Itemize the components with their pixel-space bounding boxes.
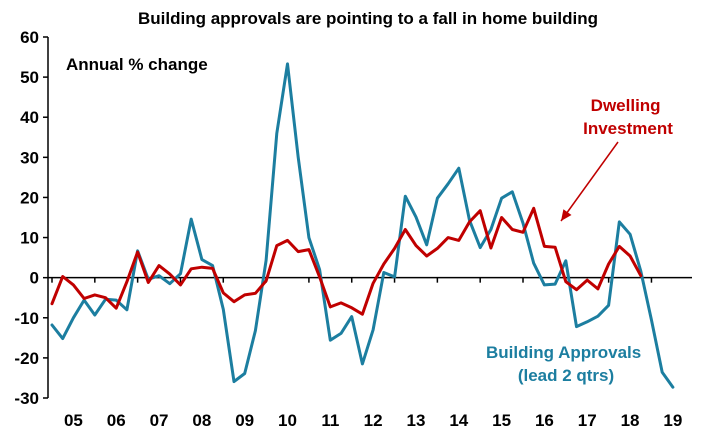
- x-tick-label: 07: [150, 411, 169, 430]
- y-tick-label: 10: [20, 229, 39, 248]
- y-tick-label: 50: [20, 68, 39, 87]
- y-tick-label: 60: [20, 28, 39, 47]
- x-tick-label: 19: [663, 411, 682, 430]
- chart-subtitle: Annual % change: [66, 55, 208, 74]
- y-tick-label: 40: [20, 108, 39, 127]
- x-tick-label: 13: [406, 411, 425, 430]
- y-axis: -30 -20 -10 0 10 20 30 40 50 60: [14, 28, 49, 408]
- chart-title: Building approvals are pointing to a fal…: [138, 9, 598, 28]
- x-tick-label: 12: [364, 411, 383, 430]
- y-tick-label: 20: [20, 188, 39, 207]
- x-tick-label: 11: [321, 411, 339, 430]
- y-tick-label: -10: [14, 309, 39, 328]
- series-label-building-approvals: Building Approvals (lead 2 qtrs): [486, 343, 646, 385]
- x-tick-label: 18: [621, 411, 640, 430]
- x-tick-label: 15: [492, 411, 511, 430]
- annotation-arrow: [560, 141, 619, 222]
- x-tick-label: 14: [449, 411, 468, 430]
- y-tick-label: 0: [30, 269, 39, 288]
- series-line-building-approvals: [50, 62, 675, 389]
- series-label-dwelling-line-1: Dwelling: [591, 96, 661, 115]
- series-line-dwelling-investment: [50, 206, 643, 316]
- x-tick-label: 05: [64, 411, 83, 430]
- series-label-dwelling-line-2: Investment: [583, 119, 673, 138]
- arrow-head: [561, 209, 572, 221]
- series-label-dwelling-investment: Dwelling Investment: [583, 96, 673, 138]
- arrow-shaft: [560, 141, 619, 222]
- x-tick-label: 06: [107, 411, 126, 430]
- x-tick-label: 09: [235, 411, 254, 430]
- y-tick-label: -30: [14, 389, 39, 408]
- series-layer: [50, 62, 675, 389]
- x-tick-label: 10: [278, 411, 297, 430]
- x-tick-label: 17: [578, 411, 597, 430]
- y-tick-label: 30: [20, 148, 39, 167]
- x-tick-label: 16: [535, 411, 554, 430]
- y-tick-label: -20: [14, 349, 39, 368]
- series-label-approvals-line-1: Building Approvals: [486, 343, 641, 362]
- series-label-approvals-line-2: (lead 2 qtrs): [518, 366, 614, 385]
- x-tick-label: 08: [192, 411, 211, 430]
